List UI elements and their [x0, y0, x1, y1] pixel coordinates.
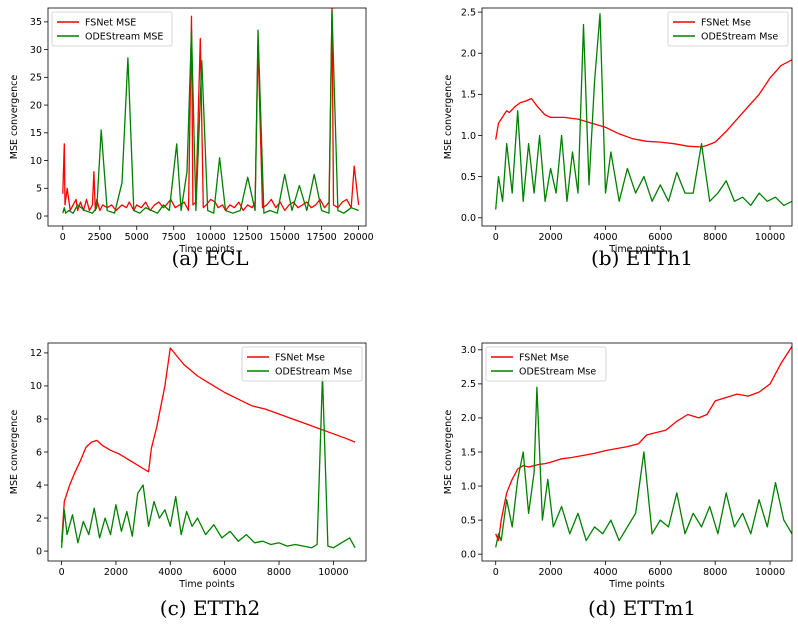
y-tick-label-d: 2.0	[461, 413, 476, 424]
x-tick-label-a: 12500	[233, 232, 263, 243]
x-tick-label-a: 7500	[162, 232, 186, 243]
y-tick-label-b: 1.0	[461, 131, 476, 142]
x-tick-label-d: 8000	[703, 567, 727, 578]
y-tick-label-c: 10	[30, 381, 42, 392]
x-tick-label-a: 15000	[270, 232, 300, 243]
chart-d: 0 2000 4000 6000 8000 10000 0.0 0.5 1.0 1.5 2.0 2.5…	[443, 342, 793, 590]
x-axis-label-c: Time points	[178, 579, 234, 590]
x-axis-label-a: Time points	[178, 244, 234, 255]
x-tick-label-a: 2500	[88, 232, 112, 243]
plot-frame-b	[481, 7, 793, 227]
x-tick-label-d: 0	[493, 567, 499, 578]
legend-box-b	[667, 11, 789, 47]
y-tick-label-a: 15	[30, 128, 42, 139]
x-tick-label-d: 4000	[593, 567, 617, 578]
series-b-fsnet	[495, 59, 792, 148]
x-axis-label-b: Time points	[608, 244, 664, 255]
x-tick-label-c: 8000	[267, 567, 291, 578]
chart-a: 0 2500 5000 7500 10000 12500 15000 17500 20000 0 5…	[9, 7, 374, 255]
y-tick-label-d: 0.5	[461, 515, 476, 526]
x-tick-label-a: 17500	[307, 232, 337, 243]
legend-label-c: FSNet Mse	[275, 352, 325, 363]
legend-label-c: ODEStream Mse	[275, 366, 352, 377]
series-c-fsnet	[60, 347, 356, 543]
x-tick-label-d: 6000	[648, 567, 672, 578]
plot-frame-a	[47, 7, 367, 227]
series-b-odestream	[495, 13, 792, 210]
caption-c: (c) ETTh2	[159, 596, 261, 620]
y-tick-label-a: 30	[30, 45, 42, 56]
y-axis-label-a: MSE convergence	[9, 75, 20, 160]
caption-a: (a) ECL	[171, 246, 249, 270]
y-tick-label-a: 25	[30, 73, 42, 84]
x-tick-label-b: 2000	[538, 232, 562, 243]
y-axis-label-b: MSE convergence	[443, 75, 454, 160]
x-tick-label-d: 2000	[538, 567, 562, 578]
y-tick-label-d: 0.0	[461, 549, 476, 560]
y-tick-label-b: 1.5	[461, 90, 476, 101]
y-tick-label-c: 4	[36, 480, 42, 491]
y-tick-label-b: 0.5	[461, 172, 476, 183]
caption-d: (d) ETTm1	[587, 596, 697, 620]
y-tick-label-a: 35	[30, 17, 42, 28]
y-tick-label-c: 6	[36, 447, 42, 458]
x-tick-label-b: 4000	[593, 232, 617, 243]
x-tick-label-c: 0	[59, 567, 65, 578]
y-tick-label-b: 2.0	[461, 49, 476, 60]
y-tick-label-a: 20	[30, 100, 42, 111]
legend-label-a: ODEStream MSE	[85, 31, 163, 42]
x-tick-label-b: 8000	[703, 232, 727, 243]
legend-box-d	[485, 346, 607, 382]
x-tick-label-b: 0	[493, 232, 499, 243]
legend-label-b: FSNet Mse	[701, 17, 751, 28]
y-tick-label-c: 2	[36, 513, 42, 524]
x-tick-label-a: 5000	[125, 232, 149, 243]
y-axis-label-d: MSE convergence	[443, 410, 454, 495]
x-tick-label-a: 20000	[343, 232, 373, 243]
series-a-odestream	[62, 10, 359, 214]
x-tick-label-b: 6000	[648, 232, 672, 243]
x-tick-label-a: 10000	[196, 232, 226, 243]
x-tick-label-d: 10000	[755, 567, 785, 578]
series-c-odestream	[60, 375, 356, 549]
legend-c: FSNet Mse ODEStream Mse	[241, 346, 363, 382]
legend-label-d: FSNet Mse	[519, 352, 569, 363]
y-tick-label-d: 2.5	[461, 379, 476, 390]
legend-box-a	[51, 11, 173, 47]
legend-label-b: ODEStream Mse	[701, 31, 778, 42]
y-tick-label-c: 0	[36, 546, 42, 557]
legend-label-a: FSNet MSE	[85, 17, 136, 28]
y-tick-label-c: 12	[30, 348, 42, 359]
series-d-odestream	[495, 386, 792, 548]
y-tick-label-d: 1.5	[461, 447, 476, 458]
y-axis-label-c: MSE convergence	[9, 410, 20, 495]
x-tick-label-c: 4000	[158, 567, 182, 578]
x-tick-label-c: 6000	[213, 567, 237, 578]
y-tick-label-d: 3.0	[461, 345, 476, 356]
y-tick-label-a: 0	[36, 211, 42, 222]
x-tick-label-c: 2000	[104, 567, 128, 578]
legend-label-d: ODEStream Mse	[519, 366, 596, 377]
y-tick-label-d: 1.0	[461, 481, 476, 492]
x-axis-label-d: Time points	[608, 579, 664, 590]
y-tick-label-b: 0.0	[461, 213, 476, 224]
y-tick-label-b: 2.5	[461, 7, 476, 18]
chart-c: 0 2000 4000 6000 8000 10000 0 2 4 6 8 10 12 Time poin…	[9, 342, 367, 590]
caption-b: (b) ETTh1	[590, 246, 694, 270]
chart-b: 0 2000 4000 6000 8000 10000 0.0 0.5 1.0 1.5 2.0 2.5…	[443, 7, 793, 255]
y-tick-label-a: 5	[36, 184, 42, 195]
legend-d: FSNet Mse ODEStream Mse	[485, 346, 607, 382]
y-tick-label-c: 8	[36, 414, 42, 425]
x-tick-label-c: 10000	[318, 567, 348, 578]
series-d-fsnet	[495, 346, 792, 542]
legend-b: FSNet Mse ODEStream Mse	[667, 11, 789, 47]
x-tick-label-b: 10000	[755, 232, 785, 243]
legend-a: FSNet MSE ODEStream MSE	[51, 11, 173, 47]
x-tick-label-a: 0	[60, 232, 66, 243]
legend-box-c	[241, 346, 363, 382]
y-tick-label-a: 10	[30, 156, 42, 167]
